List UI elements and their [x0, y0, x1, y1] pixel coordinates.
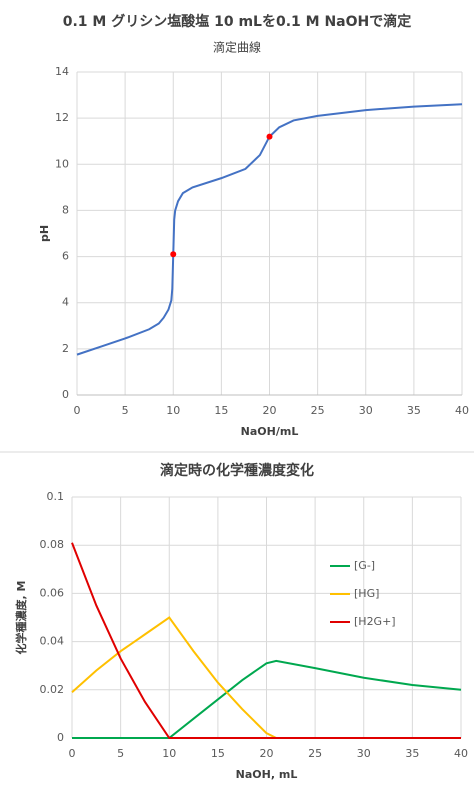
x-tick-label: 20 [263, 404, 277, 417]
y-tick-label: 0.02 [40, 683, 65, 696]
chart-title: 滴定時の化学種濃度変化 [160, 462, 314, 479]
x-tick-label: 30 [357, 747, 371, 760]
y-axis-label: 化学種濃度, M [14, 581, 28, 655]
x-tick-label: 25 [308, 747, 322, 760]
y-tick-label: 12 [55, 111, 69, 124]
x-tick-label: 30 [359, 404, 373, 417]
y-tick-label: 0.04 [40, 635, 65, 648]
x-tick-label: 0 [74, 404, 81, 417]
legend-label: [HG] [354, 587, 379, 600]
x-tick-label: 25 [311, 404, 325, 417]
chart-title: 0.1 M グリシン塩酸塩 10 mLを0.1 M NaOHで滴定 [63, 13, 411, 30]
y-tick-label: 0 [62, 388, 69, 401]
x-tick-label: 20 [260, 747, 274, 760]
x-tick-label: 5 [117, 747, 124, 760]
x-axis-label: NaOH, mL [236, 768, 298, 781]
point [266, 133, 273, 140]
y-tick-label: 8 [62, 203, 69, 216]
chart-subtitle: 滴定曲線 [213, 40, 261, 55]
series-line [72, 659, 462, 739]
x-axis-label: NaOH/mL [241, 425, 299, 438]
legend-label: [G-] [354, 559, 375, 572]
x-tick-label: 10 [162, 747, 176, 760]
curve [76, 103, 463, 356]
series-line [71, 542, 461, 739]
legend-label: [H2G+] [354, 615, 396, 628]
y-tick-label: 2 [62, 342, 69, 355]
y-tick-label: 0.1 [47, 490, 65, 503]
x-tick-label: 40 [454, 747, 468, 760]
x-tick-label: 35 [407, 404, 421, 417]
x-tick-label: 15 [211, 747, 225, 760]
y-tick-label: 0.06 [40, 586, 65, 599]
x-tick-label: 10 [166, 404, 180, 417]
y-tick-label: 6 [62, 250, 69, 263]
x-tick-label: 35 [405, 747, 419, 760]
y-tick-label: 0.08 [40, 538, 65, 551]
x-tick-label: 15 [214, 404, 228, 417]
y-tick-label: 4 [62, 296, 69, 309]
y-tick-label: 0 [57, 731, 64, 744]
y-tick-label: 10 [55, 157, 69, 170]
y-axis-label: pH [38, 225, 51, 242]
point [170, 251, 177, 258]
y-tick-label: 14 [55, 65, 69, 78]
x-tick-label: 40 [455, 404, 469, 417]
x-tick-label: 5 [122, 404, 129, 417]
x-tick-label: 0 [69, 747, 76, 760]
